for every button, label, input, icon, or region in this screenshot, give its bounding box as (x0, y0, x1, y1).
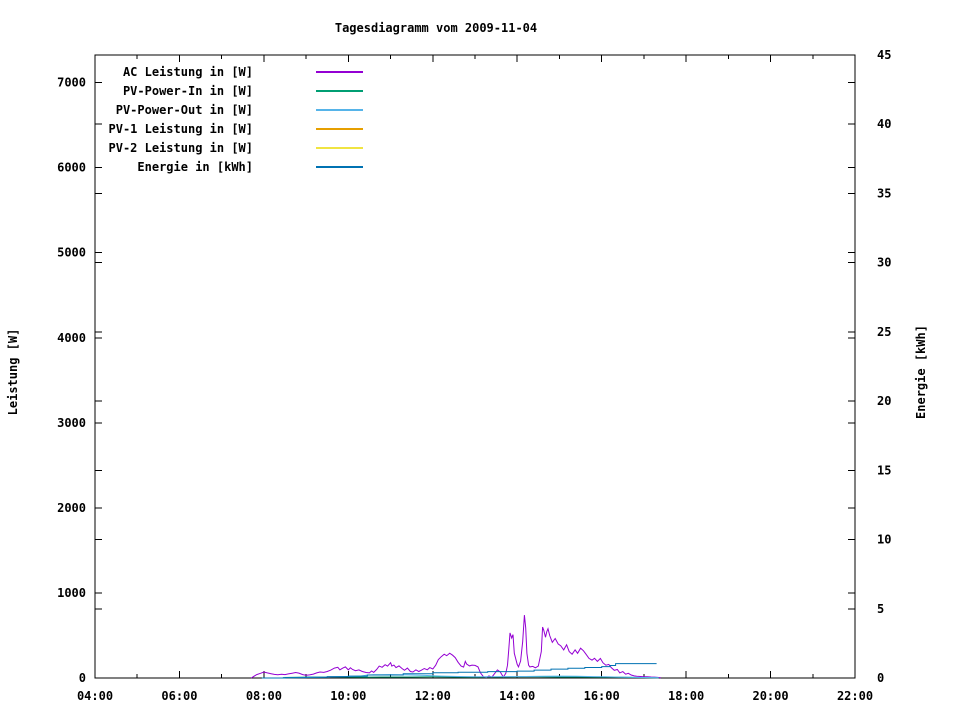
legend-item: PV-1 Leistung in [W] (95, 119, 363, 138)
x-tick-label: 08:00 (246, 689, 282, 703)
y-right-tick-label: 30 (877, 256, 891, 270)
y-left-axis-title: Leistung [W] (6, 329, 20, 416)
y-right-tick-label: 25 (877, 325, 891, 339)
y-right-tick-label: 10 (877, 533, 891, 547)
x-tick-label: 06:00 (161, 689, 197, 703)
y-right-tick-label: 40 (877, 117, 891, 131)
legend-line-swatch (316, 146, 363, 149)
legend-item: PV-Power-Out in [W] (95, 100, 363, 119)
y-right-tick-label: 35 (877, 186, 891, 200)
tick-labels: 04:00 06:00 08:00 10:00 12:00 14:00 16:00 18:00… (57, 48, 891, 703)
legend-item: Energie in [kWh] (95, 157, 363, 176)
x-tick-label: 12:00 (415, 689, 451, 703)
legend-label: PV-2 Leistung in [W] (108, 140, 254, 155)
legend-line-swatch (316, 70, 363, 73)
y-left-tick-label: 0 (79, 671, 86, 685)
y-left-tick-label: 3000 (57, 416, 86, 430)
y-right-tick-label: 45 (877, 48, 891, 62)
legend-item: PV-2 Leistung in [W] (95, 138, 363, 157)
legend-label: PV-Power-In in [W] (122, 83, 253, 98)
legend-item: AC Leistung in [W] (95, 62, 363, 81)
y-left-tick-label: 4000 (57, 331, 86, 345)
legend-label: AC Leistung in [W] (122, 64, 253, 79)
legend-line-swatch (316, 127, 363, 130)
series-ac-leistung-in-w (250, 615, 661, 679)
x-tick-label: 04:00 (77, 689, 113, 703)
y-right-axis-title: Energie [kWh] (914, 325, 928, 419)
legend: AC Leistung in [W] PV-Power-In in [W] PV-P… (95, 62, 363, 176)
x-tick-label: 16:00 (584, 689, 620, 703)
legend-label: Energie in [kWh] (137, 159, 253, 174)
legend-item: PV-Power-In in [W] (95, 81, 363, 100)
y-right-tick-label: 20 (877, 394, 891, 408)
x-tick-label: 18:00 (668, 689, 704, 703)
legend-label: PV-1 Leistung in [W] (108, 121, 254, 136)
y-left-tick-label: 5000 (57, 246, 86, 260)
y-left-tick-label: 6000 (57, 161, 86, 175)
x-tick-label: 22:00 (837, 689, 873, 703)
y-left-tick-label: 7000 (57, 76, 86, 90)
legend-line-swatch (316, 165, 363, 168)
x-tick-label: 14:00 (499, 689, 535, 703)
x-tick-label: 20:00 (752, 689, 788, 703)
series-energie-in-kwh (261, 663, 657, 679)
y-right-tick-label: 5 (877, 602, 884, 616)
y-left-tick-label: 2000 (57, 501, 86, 515)
y-right-tick-label: 0 (877, 671, 884, 685)
legend-label: PV-Power-Out in [W] (115, 102, 253, 117)
series-lines (250, 615, 661, 679)
x-tick-label: 10:00 (330, 689, 366, 703)
legend-line-swatch (316, 108, 363, 111)
y-left-tick-label: 1000 (57, 586, 86, 600)
legend-line-swatch (316, 89, 363, 92)
chart-title: Tagesdiagramm vom 2009-11-04 (334, 21, 538, 35)
y-right-tick-label: 15 (877, 463, 891, 477)
